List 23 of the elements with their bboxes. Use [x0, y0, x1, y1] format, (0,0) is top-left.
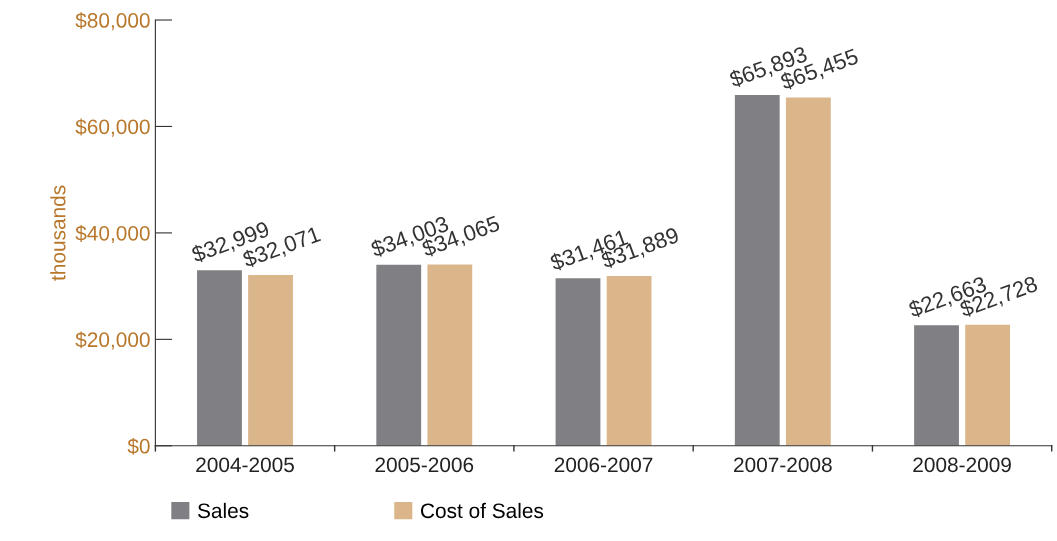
x-tick-label: 2004-2005 — [196, 457, 294, 473]
bar — [427, 264, 473, 446]
bar — [555, 278, 601, 446]
bar — [197, 270, 242, 446]
bar — [785, 97, 831, 446]
bar — [965, 324, 1011, 446]
legend-label: Sales — [197, 502, 249, 519]
bar — [376, 264, 422, 446]
y-axis-title: thousands — [50, 185, 66, 281]
bar — [914, 325, 959, 446]
x-tick-label: 2007-2008 — [734, 457, 832, 473]
bar — [248, 275, 293, 446]
x-tick-label: 2008-2009 — [913, 457, 1011, 473]
bar — [734, 95, 780, 446]
bar — [606, 276, 652, 446]
y-tick-label: $60,000 — [75, 118, 150, 137]
x-tick-label: 2005-2006 — [375, 457, 474, 473]
y-tick-label: $80,000 — [75, 12, 150, 31]
y-tick-label: $0 — [127, 437, 150, 455]
y-tick-label: $20,000 — [75, 331, 150, 350]
y-tick-label: $40,000 — [75, 225, 150, 244]
legend-label: Cost of Sales — [421, 502, 544, 519]
x-tick-label: 2006-2007 — [554, 457, 653, 473]
